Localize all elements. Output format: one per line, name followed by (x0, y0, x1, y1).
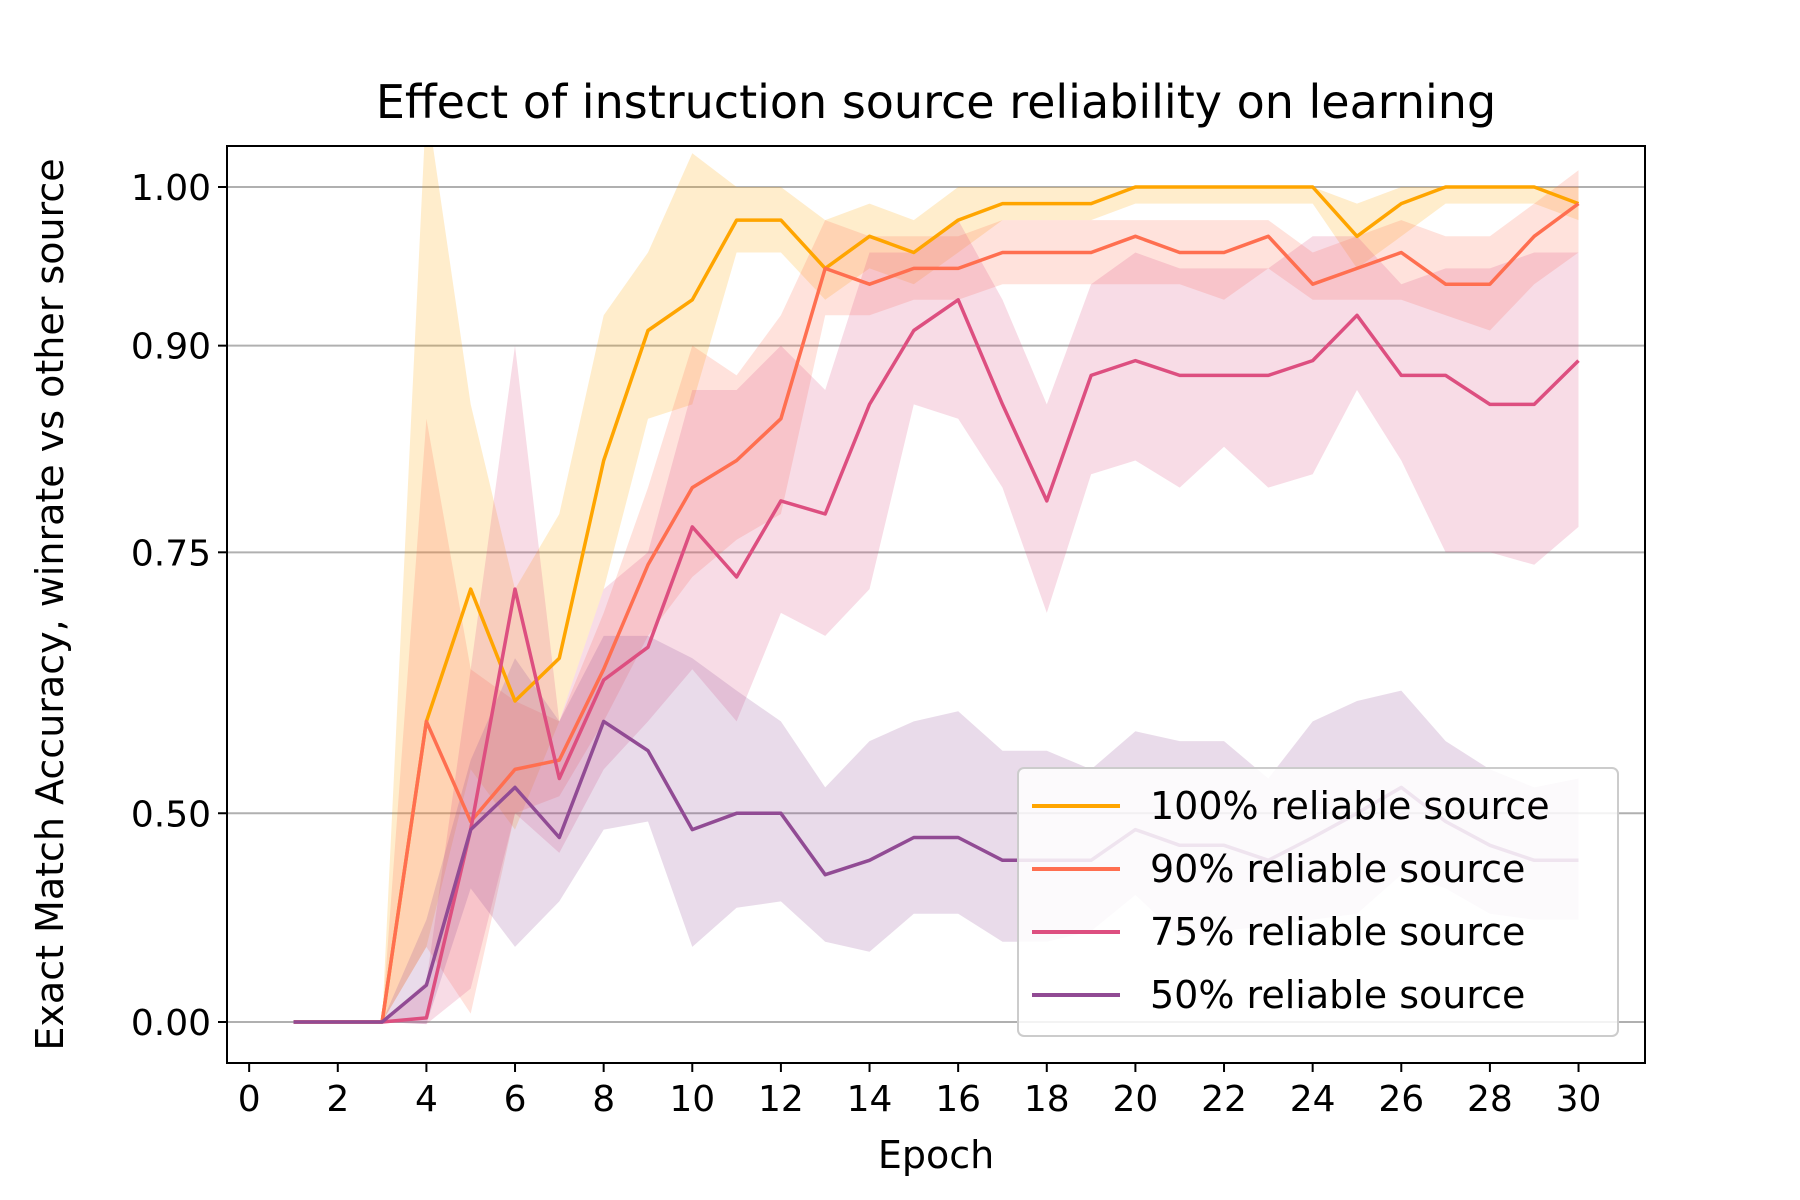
legend-box (1017, 767, 1619, 1037)
x-tick-label: 18 (1024, 1079, 1070, 1120)
plot-frame (226, 145, 1646, 1064)
x-tick-label: 26 (1378, 1079, 1424, 1120)
x-tick-label: 22 (1201, 1079, 1247, 1120)
legend-label: 75% reliable source (1150, 910, 1525, 954)
x-tick-label: 6 (504, 1079, 527, 1120)
confidence-band-4 (293, 635, 1579, 1025)
y-tick-label: 0.75 (131, 533, 211, 574)
x-tick-label: 30 (1556, 1079, 1602, 1120)
x-tick-label: 8 (592, 1079, 615, 1120)
legend-label: 90% reliable source (1150, 847, 1525, 891)
x-tick-label: 28 (1467, 1079, 1513, 1120)
y-tick-label: 0.00 (131, 1003, 211, 1044)
confidence-band-1 (293, 146, 1579, 1022)
x-axis-ticks: 0 2 4 6 8 10 12 14 16 18 20 22 24 26 28 30 (238, 1063, 1602, 1120)
series-line-1 (293, 185, 1580, 1024)
legend-label: 100% reliable source (1150, 784, 1550, 828)
legend-item: 100% reliable source (1032, 784, 1550, 828)
y-tick-label: 0.50 (131, 794, 211, 835)
x-tick-label: 4 (415, 1079, 438, 1120)
x-tick-label: 10 (669, 1079, 715, 1120)
x-tick-label: 12 (758, 1079, 804, 1120)
y-tick-label: 0.90 (131, 327, 211, 368)
confidence-band-3 (293, 220, 1579, 1025)
x-tick-label: 0 (238, 1079, 261, 1120)
x-tick-label: 24 (1290, 1079, 1336, 1120)
legend: 100% reliable source 90% reliable source 7… (1017, 767, 1619, 1037)
series-line-3 (293, 298, 1580, 1024)
chart-title: Effect of instruction source reliability… (376, 75, 1496, 129)
series-line-2 (293, 202, 1580, 1024)
legend-item: 50% reliable source (1032, 973, 1525, 1017)
legend-item: 90% reliable source (1032, 847, 1525, 891)
confidence-band-2 (293, 170, 1579, 1022)
y-tick-label: 1.00 (131, 168, 211, 209)
x-tick-label: 16 (935, 1079, 981, 1120)
x-tick-label: 20 (1113, 1079, 1159, 1120)
confidence-bands (293, 146, 1579, 1025)
y-axis-label: Exact Match Accuracy, winrate vs other s… (28, 158, 72, 1050)
x-tick-label: 14 (847, 1079, 893, 1120)
y-axis-ticks: 0.00 0.50 0.75 0.90 1.00 (131, 168, 227, 1044)
legend-item: 75% reliable source (1032, 910, 1525, 954)
legend-label: 50% reliable source (1150, 973, 1525, 1017)
x-tick-label: 2 (326, 1079, 349, 1120)
x-axis-label: Epoch (878, 1133, 994, 1177)
